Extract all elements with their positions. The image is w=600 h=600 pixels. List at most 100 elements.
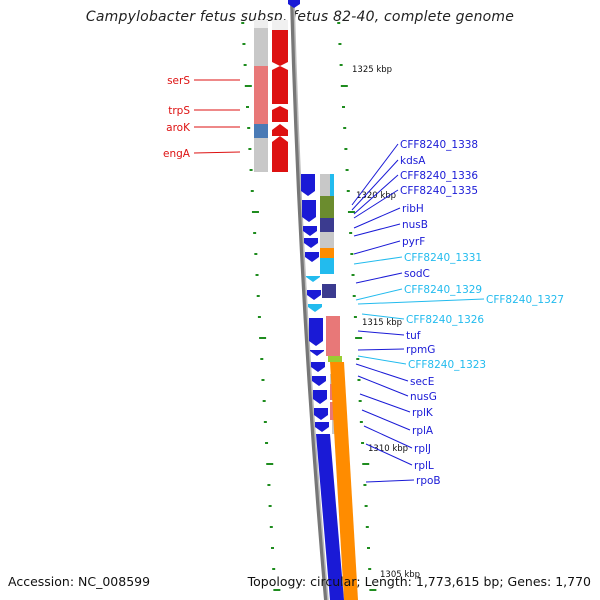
right-label-leader	[353, 240, 401, 255]
blue-gene-arrow	[306, 276, 320, 282]
tick-right	[351, 274, 355, 276]
tick-right	[352, 295, 356, 297]
kbp-label-1315: 1315 kbp	[362, 318, 402, 328]
gene-label-left: trpS	[168, 105, 190, 117]
blue-gene-arrow	[309, 318, 323, 346]
kbp-label-1305: 1305 kbp	[380, 570, 420, 580]
blue-gene-arrow	[313, 390, 327, 404]
tick-left	[257, 316, 261, 318]
tick-right	[340, 85, 348, 87]
tick-left	[250, 190, 254, 192]
gene-label-right: nusB	[402, 219, 428, 231]
tick-left	[242, 43, 246, 45]
gene-label-left: engA	[163, 148, 191, 160]
blue-gene-arrow	[301, 174, 315, 196]
scale-ticks	[241, 22, 377, 591]
right-label-leader	[353, 189, 399, 219]
tick-right	[337, 22, 341, 24]
blue-gene-column	[301, 174, 329, 432]
right-label-leader	[357, 348, 405, 351]
tick-right	[363, 484, 367, 486]
genome-backbone-highlight	[293, 0, 329, 600]
accession-text: Accession: NC_008599	[8, 574, 151, 589]
right-label-leader	[353, 223, 401, 237]
right-label-leader	[357, 355, 407, 365]
blue-gene-arrow	[307, 290, 321, 300]
kbp-label-1325: 1325 kbp	[352, 65, 392, 75]
tick-right	[356, 358, 360, 360]
tick-left	[269, 526, 273, 528]
tick-left	[273, 589, 281, 591]
scale-labels: 1325 kbp 1320 kbp 1315 kbp 1310 kbp 1305…	[352, 65, 420, 580]
gene-label-right: rplK	[412, 407, 434, 419]
gene-label-right: pyrF	[402, 236, 425, 248]
tick-left	[241, 22, 245, 24]
tick-left	[251, 211, 259, 213]
tick-left	[261, 379, 265, 381]
tick-left	[259, 337, 267, 339]
tick-left	[260, 358, 264, 360]
tick-right	[365, 526, 369, 528]
gene-label-right: CFF8240_1329	[404, 284, 482, 296]
blue-gene-arrow	[314, 408, 328, 420]
tick-left	[267, 484, 271, 486]
gene-label-left: aroK	[166, 122, 191, 134]
blue-gene-arrow	[311, 362, 325, 372]
right-label-leader	[353, 207, 401, 229]
tick-right	[338, 43, 342, 45]
tick-left	[255, 274, 259, 276]
tick-right	[368, 568, 372, 570]
blue-gene-arrow	[308, 304, 322, 312]
kbp-label-1310: 1310 kbp	[368, 444, 408, 454]
tick-left	[265, 442, 269, 444]
tick-left	[266, 463, 274, 465]
right-label-leader	[365, 443, 413, 466]
tick-right	[358, 400, 362, 402]
right-label-leader	[355, 363, 409, 382]
tick-left	[262, 400, 266, 402]
tick-left	[268, 505, 272, 507]
gene-label-right: ribH	[402, 203, 424, 215]
tick-right	[364, 505, 368, 507]
tick-right	[343, 127, 347, 129]
tick-right	[366, 547, 370, 549]
tick-left	[247, 127, 251, 129]
tick-right	[346, 190, 350, 192]
right-track	[320, 174, 358, 600]
tick-left	[253, 232, 257, 234]
tick-right	[349, 232, 353, 234]
right-label-leader	[359, 393, 411, 413]
tick-right	[353, 316, 357, 318]
map-title: Campylobacter fetus subsp. fetus 82-40, …	[85, 9, 515, 25]
blue-gene-arrow	[303, 226, 317, 236]
right-label-leader	[361, 409, 411, 431]
tick-left	[254, 253, 258, 255]
right-label-leader	[365, 479, 415, 483]
gene-label-right: tuf	[406, 330, 421, 342]
tick-left	[256, 295, 260, 297]
right-label-leader	[355, 272, 403, 284]
tick-left	[263, 421, 267, 423]
gene-label-right: CFF8240_1338	[400, 139, 478, 151]
gene-label-right: rplA	[412, 425, 434, 437]
tick-right	[355, 337, 363, 339]
gene-label-right: secE	[410, 376, 434, 388]
tick-right	[362, 463, 370, 465]
right-label-leader	[353, 256, 403, 265]
tick-right	[344, 148, 348, 150]
gene-label-right: rplJ	[414, 443, 431, 455]
top-blue-gene	[288, 0, 300, 8]
tick-right	[347, 211, 355, 213]
tick-right	[361, 442, 365, 444]
gene-label-right: rpmG	[406, 344, 435, 356]
tick-right	[345, 169, 349, 171]
left-track-upper	[254, 20, 268, 172]
tick-left	[249, 169, 253, 171]
genome-backbone	[290, 0, 328, 600]
right-label-leader	[357, 298, 485, 305]
summary-text: Topology: circular; Length: 1,773,615 bp…	[247, 574, 591, 589]
tick-left	[243, 64, 247, 66]
blue-gene-arrow	[304, 238, 318, 248]
gene-label-right: kdsA	[400, 155, 426, 167]
